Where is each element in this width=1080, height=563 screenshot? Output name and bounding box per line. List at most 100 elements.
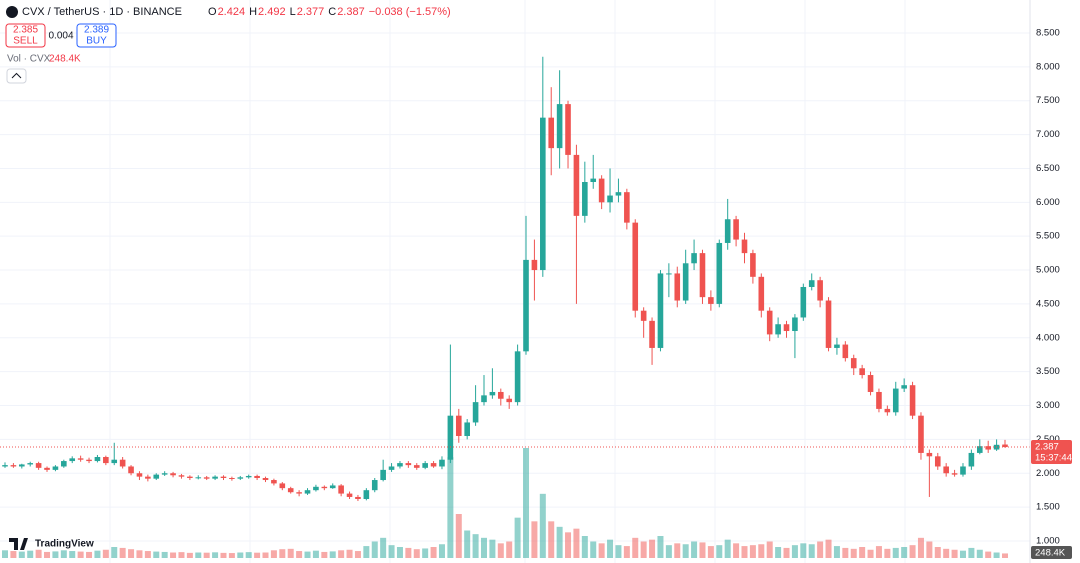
candle-body xyxy=(867,375,874,392)
candle-body xyxy=(287,488,294,493)
y-tick-label: 1.000 xyxy=(1036,536,1060,547)
volume-bar xyxy=(531,521,538,558)
candle-body xyxy=(548,117,555,149)
volume-bar xyxy=(607,539,614,558)
price-label-box xyxy=(1031,440,1072,465)
candle-body xyxy=(775,324,781,335)
volume-bar xyxy=(859,547,866,558)
symbol[interactable]: CVX / TetherUS · 1D · BINANCE xyxy=(22,6,182,18)
volume-bar xyxy=(733,543,740,558)
collapse-button[interactable] xyxy=(6,68,27,84)
candle-body xyxy=(632,222,639,311)
candle-body xyxy=(145,476,151,479)
candle-body xyxy=(220,476,227,478)
candle-body xyxy=(195,477,202,479)
volume-bar xyxy=(867,549,874,558)
y-tick-label: 1.500 xyxy=(1036,502,1060,513)
volume-bar xyxy=(917,537,924,558)
collapse-icon xyxy=(11,72,22,79)
volume-axis-label: 248.4K xyxy=(1035,548,1066,559)
candle-body xyxy=(61,461,67,467)
candle-body xyxy=(380,469,386,481)
volume-bar xyxy=(926,541,933,558)
ohlc-value: 2.492 xyxy=(258,6,286,18)
candle-body xyxy=(582,181,588,216)
candle-body xyxy=(531,259,538,271)
sell-price: 2.385 xyxy=(13,25,38,36)
volume-bar xyxy=(573,528,580,558)
volume-bar xyxy=(623,546,630,558)
candle-body xyxy=(111,459,118,464)
candle-body xyxy=(170,473,176,476)
candle-body xyxy=(178,475,185,477)
volume-bar xyxy=(817,541,824,558)
candle-body xyxy=(859,368,865,376)
candle-body xyxy=(884,408,891,413)
volume-bar xyxy=(212,552,219,558)
volume-bar xyxy=(598,543,605,558)
y-tick-label: 4.500 xyxy=(1036,298,1060,309)
candle-body xyxy=(355,496,361,499)
logo[interactable]: TradingView xyxy=(35,539,94,550)
ohlc: O 2.424 H 2.492 L 2.377 C 2.387 −0.038 (−1.57%) xyxy=(208,6,451,18)
candle-body xyxy=(304,490,311,494)
volume-bar xyxy=(497,543,504,558)
volume-bar xyxy=(758,544,765,558)
volume-bar xyxy=(128,549,135,558)
volume-bar xyxy=(338,550,345,558)
volume-bar xyxy=(934,547,941,558)
candle-body xyxy=(103,456,109,464)
candle-body xyxy=(77,458,84,460)
volume-bar xyxy=(270,550,277,558)
y-tick-label: 2.500 xyxy=(1036,434,1060,445)
volume-bar xyxy=(35,549,42,558)
volume-bar xyxy=(741,546,748,558)
volume-bar xyxy=(791,545,798,558)
volume-bar xyxy=(1002,553,1008,558)
ohlc-value: 2.377 xyxy=(297,6,325,18)
plot xyxy=(0,32,1030,558)
volume-bar xyxy=(380,537,387,558)
volume-bar xyxy=(447,457,454,558)
volume-bar xyxy=(766,541,773,558)
volume-bar xyxy=(565,532,572,558)
volume-bar xyxy=(968,547,975,558)
volume-bar xyxy=(976,549,983,558)
y-tick-label: 6.000 xyxy=(1036,197,1060,208)
volume-bar xyxy=(833,546,840,558)
candle-body xyxy=(909,385,916,416)
volume-bar xyxy=(170,552,177,558)
candle-body xyxy=(741,239,748,254)
candle-body xyxy=(187,476,193,478)
volume-bar xyxy=(590,541,597,558)
volume-bar xyxy=(489,539,496,558)
candle-body xyxy=(35,463,42,468)
candle-body xyxy=(153,474,160,479)
volume-bar xyxy=(178,552,185,558)
volume-bar xyxy=(279,549,286,558)
candle-body xyxy=(497,391,504,399)
sell-button[interactable] xyxy=(5,23,46,48)
volume-bar xyxy=(649,539,656,558)
candle-body xyxy=(296,492,302,494)
candle-body xyxy=(800,286,807,318)
candle-body xyxy=(783,324,790,332)
symbol-icon[interactable] xyxy=(6,6,18,18)
volume-bar xyxy=(262,552,269,558)
candle-body xyxy=(876,391,882,409)
candle-body xyxy=(968,452,975,467)
candle-body xyxy=(766,310,773,335)
volume-bar xyxy=(102,549,109,558)
candle-body xyxy=(682,263,689,301)
candle-body xyxy=(10,465,17,467)
candle-body xyxy=(86,459,92,462)
candle-body xyxy=(405,463,412,466)
volume-bar xyxy=(430,547,437,558)
buy-button[interactable] xyxy=(76,23,117,48)
volume-bar xyxy=(682,544,689,558)
candle-body xyxy=(388,466,395,470)
candle-body xyxy=(447,415,454,460)
volume-bar xyxy=(413,549,420,558)
candle-body xyxy=(44,467,50,470)
